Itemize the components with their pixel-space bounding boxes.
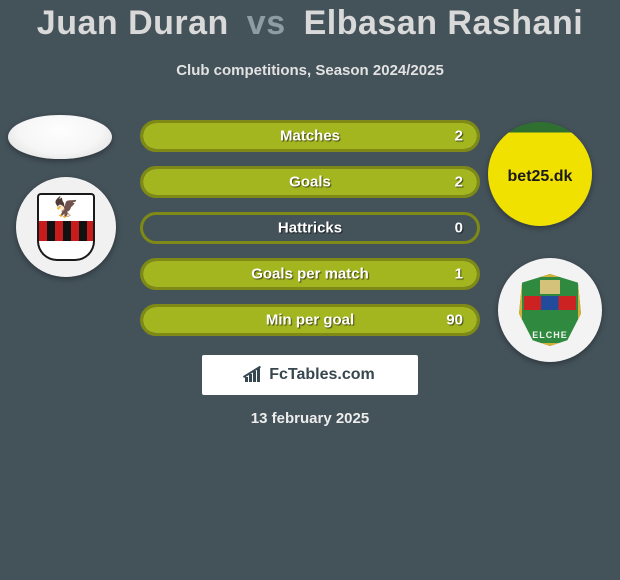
fctables-logo-icon <box>245 368 263 382</box>
player2-photo: bet25.dk <box>488 122 592 226</box>
stat-label: Goals <box>289 174 331 191</box>
player1-photo <box>8 115 112 159</box>
player1-name: Juan Duran <box>37 4 229 42</box>
club2-text: ELCHE <box>519 330 581 340</box>
stat-value-right: 2 <box>455 128 463 145</box>
stat-row: Goals 2 <box>140 166 480 198</box>
player2-name: Elbasan Rashani <box>304 4 584 42</box>
stat-row: Matches 2 <box>140 120 480 152</box>
eagle-icon: 🦅 <box>54 198 79 218</box>
elche-shield: ELCHE <box>519 274 581 346</box>
subtitle: Club competitions, Season 2024/2025 <box>0 62 620 79</box>
page-title: Juan Duran vs Elbasan Rashani <box>0 4 620 43</box>
stat-row: Goals per match 1 <box>140 258 480 290</box>
stat-value-right: 90 <box>446 312 463 329</box>
mirandes-shield: 🦅 <box>37 193 95 261</box>
stat-label: Matches <box>280 128 340 145</box>
stat-value-right: 1 <box>455 266 463 283</box>
infographic-root: Juan Duran vs Elbasan Rashani Club compe… <box>0 0 620 580</box>
stat-label: Hattricks <box>278 220 342 237</box>
stat-value-right: 2 <box>455 174 463 191</box>
shirt-sponsor-text: bet25.dk <box>508 168 573 186</box>
stat-row: Hattricks 0 <box>140 212 480 244</box>
club2-badge: ELCHE <box>498 258 602 362</box>
stat-row: Min per goal 90 <box>140 304 480 336</box>
stat-value-right: 0 <box>455 220 463 237</box>
stats-bars: Matches 2 Goals 2 Hattricks 0 Goals per match 1… <box>140 120 480 350</box>
date-text: 13 february 2025 <box>0 410 620 427</box>
stat-label: Goals per match <box>251 266 369 283</box>
club1-badge: 🦅 <box>16 177 116 277</box>
brand-box[interactable]: FcTables.com <box>202 355 418 395</box>
vs-text: vs <box>247 4 286 42</box>
stat-label: Min per goal <box>266 312 354 329</box>
brand-text: FcTables.com <box>269 366 375 384</box>
